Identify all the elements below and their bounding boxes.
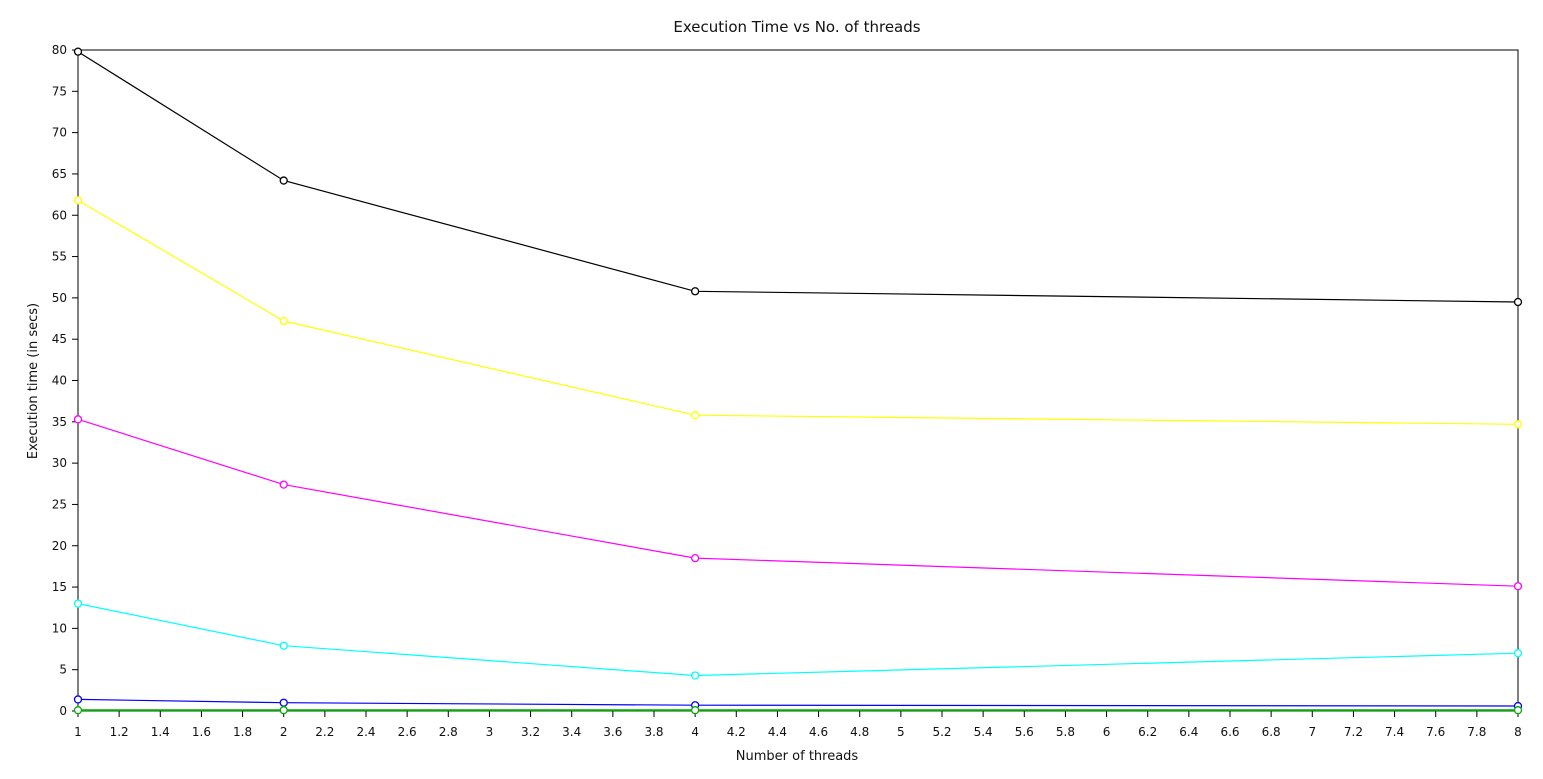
y-tick-label: 10 — [52, 621, 67, 635]
series-4-point — [279, 641, 288, 650]
x-tick-label: 5.2 — [932, 725, 951, 739]
x-tick-label: 4 — [691, 725, 699, 739]
series-layer — [73, 47, 1523, 715]
series-2-point — [690, 411, 700, 420]
x-tick-label: 5 — [897, 725, 905, 739]
x-axis-label: Number of threads — [736, 749, 859, 764]
x-tick-label: 3.4 — [562, 725, 581, 739]
x-tick-label: 4.4 — [768, 725, 787, 739]
x-tick-label: 6.4 — [1179, 725, 1198, 739]
x-tick-label: 4.8 — [850, 725, 869, 739]
y-tick-label: 35 — [52, 415, 67, 429]
y-tick-label: 50 — [52, 291, 67, 305]
y-tick-label: 30 — [52, 456, 67, 470]
series-1-point — [690, 287, 700, 296]
plot-area — [77, 49, 1519, 712]
series-3-point — [690, 553, 700, 563]
series-6-point — [690, 706, 700, 715]
x-tick-label: 7 — [1308, 725, 1316, 739]
x-tick-label: 6.8 — [1262, 725, 1281, 739]
x-tick-label: 2.2 — [315, 725, 334, 739]
y-tick-label: 80 — [52, 43, 67, 57]
series-2-point — [1513, 420, 1523, 429]
x-axis-ticks: 1 1.2 1.4 1.6 1.8 2 2.2 2.4 2.6 2.8 3 3.2 3.4 3.6 3.8 4… — [74, 711, 1522, 739]
series-4-point — [690, 671, 700, 680]
y-tick-label: 20 — [52, 539, 67, 553]
series-3-point — [1513, 582, 1523, 591]
x-tick-label: 6.6 — [1220, 725, 1239, 739]
y-tick-label: 45 — [52, 332, 67, 346]
x-tick-label: 7.4 — [1385, 725, 1404, 739]
x-tick-label: 2.6 — [398, 725, 417, 739]
x-tick-label: 1.4 — [151, 725, 170, 739]
x-tick-label: 1.8 — [233, 725, 252, 739]
y-tick-label: 15 — [52, 580, 67, 594]
series-5-point — [279, 698, 288, 707]
x-tick-label: 7.6 — [1426, 725, 1445, 739]
x-tick-label: 3.2 — [521, 725, 540, 739]
x-tick-label: 5.4 — [974, 725, 993, 739]
series-line-3 — [77, 418, 1519, 587]
y-axis-ticks: 0 5 10 15 20 25 30 35 40 45 50 55 60 65 70 75 80 — [52, 43, 78, 718]
series-1-point — [279, 176, 288, 185]
series-5-point — [73, 695, 83, 704]
series-4-point — [73, 599, 83, 608]
x-tick-label: 3.6 — [603, 725, 622, 739]
x-tick-label: 2 — [280, 725, 288, 739]
series-line-2 — [77, 199, 1519, 425]
y-tick-label: 40 — [52, 374, 67, 388]
x-tick-label: 6 — [1103, 725, 1111, 739]
series-2-point — [279, 316, 288, 326]
chart-title: Execution Time vs No. of threads — [673, 18, 920, 36]
x-tick-label: 6.2 — [1138, 725, 1157, 739]
x-tick-label: 1 — [74, 725, 82, 739]
series-1-point — [1513, 297, 1523, 307]
series-line-5 — [77, 698, 1519, 707]
x-tick-label: 2.4 — [356, 725, 375, 739]
x-tick-label: 2.8 — [439, 725, 458, 739]
y-axis-label: Execution time (in secs) — [26, 303, 41, 459]
y-tick-label: 0 — [59, 704, 67, 718]
y-tick-label: 70 — [52, 126, 67, 140]
y-tick-label: 25 — [52, 497, 67, 511]
x-tick-label: 1.2 — [110, 725, 129, 739]
series-3-point — [279, 480, 288, 489]
x-tick-label: 1.6 — [192, 725, 211, 739]
y-tick-label: 55 — [52, 250, 67, 264]
series-2-point — [73, 196, 83, 205]
y-tick-label: 60 — [52, 208, 67, 222]
x-tick-label: 3.8 — [644, 725, 663, 739]
x-tick-label: 7.8 — [1467, 725, 1486, 739]
x-tick-label: 4.6 — [809, 725, 828, 739]
y-tick-label: 75 — [52, 84, 67, 98]
series-4-point — [1513, 649, 1523, 658]
series-6-point — [279, 706, 288, 715]
series-line-1 — [77, 51, 1519, 303]
x-tick-label: 5.8 — [1056, 725, 1075, 739]
series-6-point — [1513, 706, 1523, 715]
x-tick-label: 5.6 — [1015, 725, 1034, 739]
series-1-point — [73, 47, 83, 56]
x-tick-label: 3 — [486, 725, 494, 739]
x-tick-label: 4.2 — [727, 725, 746, 739]
series-6-point — [73, 706, 83, 715]
y-tick-label: 5 — [59, 663, 67, 677]
y-tick-label: 65 — [52, 167, 67, 181]
x-tick-label: 8 — [1514, 725, 1522, 739]
series-3-point — [73, 415, 83, 424]
series-line-4 — [77, 603, 1519, 677]
x-tick-label: 7.2 — [1344, 725, 1363, 739]
